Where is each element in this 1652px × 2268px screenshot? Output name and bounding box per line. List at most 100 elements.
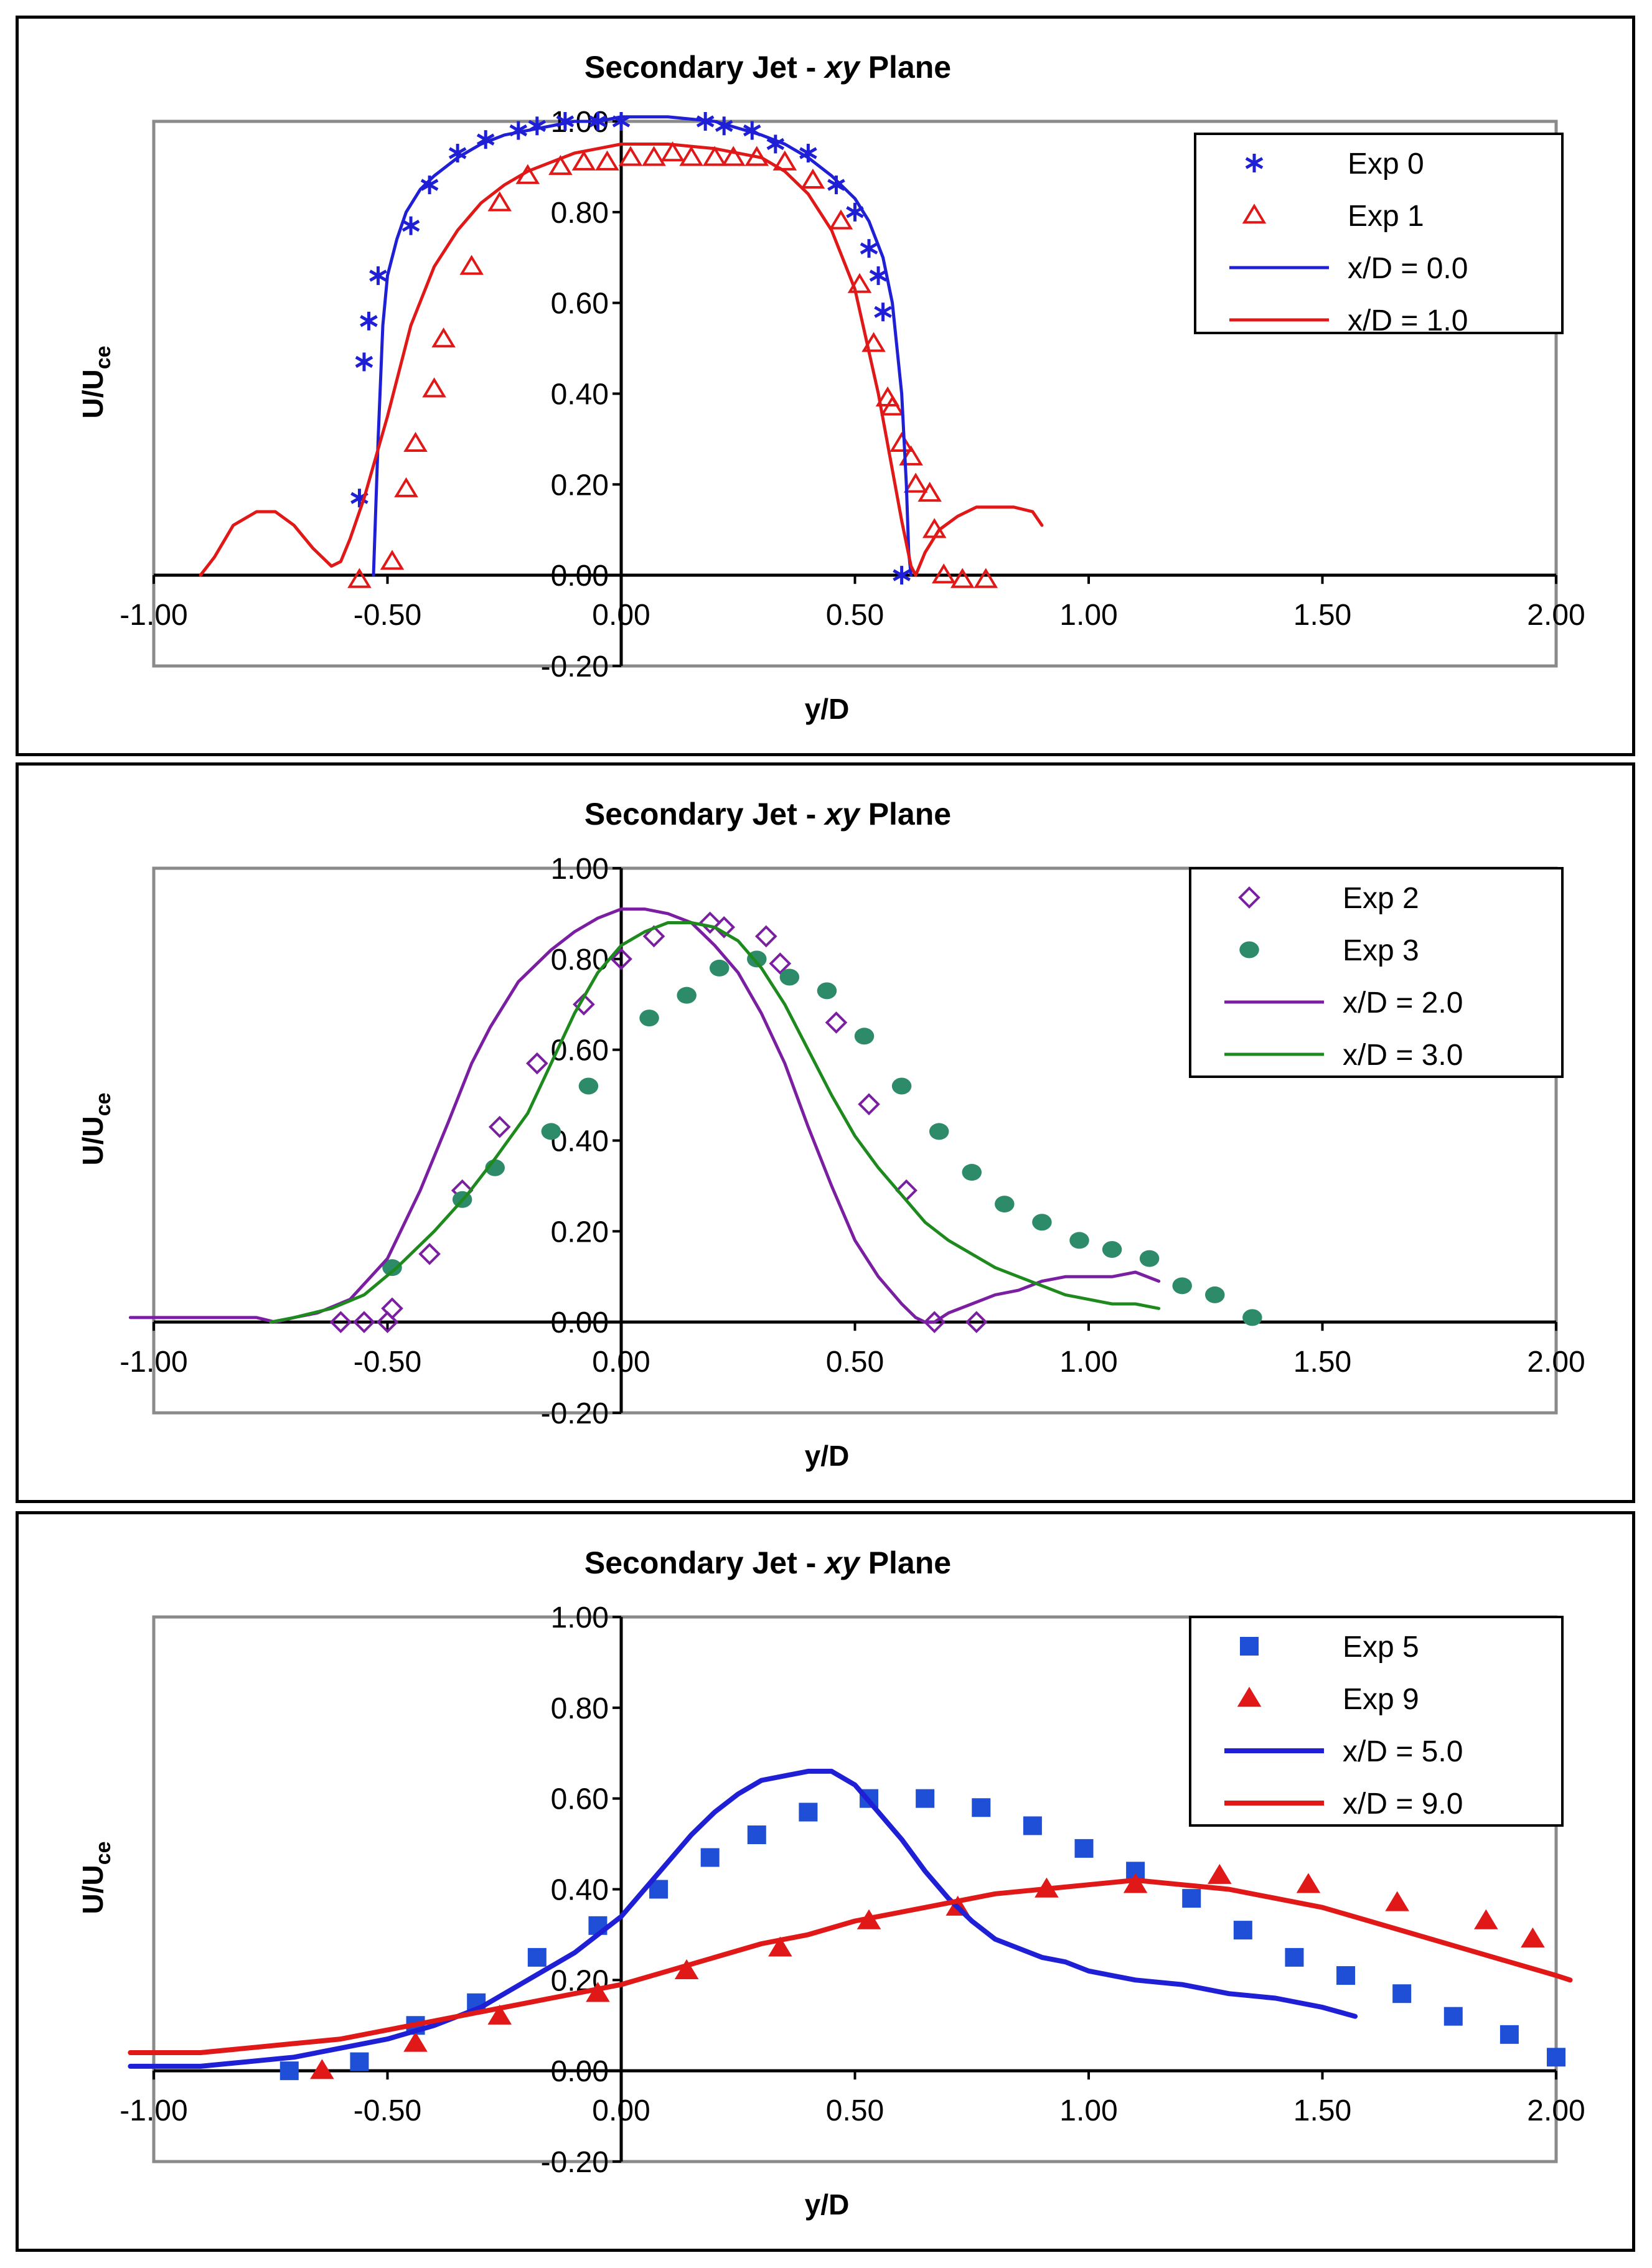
chart-title-suffix: Plane <box>860 1545 951 1580</box>
data-point <box>858 1093 880 1115</box>
data-point <box>541 1123 561 1140</box>
data-point <box>329 1311 352 1333</box>
data-point <box>800 168 825 189</box>
y-tick-label: 0.60 <box>551 1034 609 1067</box>
data-point <box>916 1789 935 1808</box>
data-point <box>487 191 512 212</box>
x-tick-label: -0.50 <box>354 599 421 632</box>
data-point <box>418 1242 441 1265</box>
x-tick-label: 0.00 <box>592 2094 650 2127</box>
data-point <box>401 216 420 235</box>
data-point <box>459 255 484 275</box>
data-point <box>1172 1277 1192 1295</box>
data-point <box>403 2031 428 2052</box>
data-point <box>931 563 956 584</box>
data-point <box>573 993 595 1016</box>
data-point <box>995 1196 1015 1213</box>
chart-svg-1: Secondary Jet - xy Plane -1.00 -0.50 0.00 0.… <box>77 50 1585 725</box>
series-x-d-5-0 <box>128 1768 1358 2069</box>
data-point <box>355 352 373 372</box>
x-tick-label: 1.00 <box>1059 599 1117 632</box>
data-point <box>642 925 665 948</box>
data-point <box>1023 1816 1042 1835</box>
series-line <box>128 1768 1358 2069</box>
data-point <box>476 130 495 149</box>
data-point <box>347 568 372 588</box>
x-axis-label: y/D <box>805 1440 850 1472</box>
legend: Exp 5 Exp 9 x/D = 5.0 x/D = 9.0 <box>1189 1616 1564 1827</box>
y-tick-label: 1.00 <box>551 1601 609 1634</box>
x-tick-label: 0.50 <box>826 1346 884 1379</box>
y-tick-label: -0.20 <box>541 1397 609 1430</box>
data-point <box>1385 1891 1409 1911</box>
y-axis-label: U/Uce <box>77 1841 115 1914</box>
legend: Exp 0 Exp 1 x/D = 0.0 x/D = 1.0 <box>1194 133 1564 337</box>
data-point <box>962 1164 982 1181</box>
chart-title-prefix: Secondary Jet - <box>584 797 825 832</box>
data-point <box>709 959 730 977</box>
data-point <box>350 2052 369 2071</box>
legend-label: Exp 0 <box>1348 148 1424 180</box>
legend-box <box>1189 867 1564 1078</box>
chart-title: Secondary Jet - xy Plane <box>584 50 951 85</box>
y-tick-label: -0.20 <box>541 2146 609 2179</box>
legend-label: x/D = 5.0 <box>1343 1735 1463 1768</box>
x-tick-label: -1.00 <box>120 2094 187 2127</box>
y-tick-label: 0.60 <box>551 1783 609 1816</box>
data-point <box>639 1010 659 1027</box>
y-tick-label: 0.20 <box>551 469 609 502</box>
data-point <box>528 116 547 136</box>
data-point <box>965 1311 988 1333</box>
x-tick-label: 1.50 <box>1293 599 1351 632</box>
data-point <box>527 1947 547 1967</box>
x-tick-label: 2.00 <box>1527 2094 1585 2127</box>
series-exp-9 <box>310 1863 1545 2079</box>
series-exp-5 <box>279 1789 1565 2081</box>
chart-svg-3: Secondary Jet - xy Plane -1.00 -0.50 0.00 0.… <box>77 1545 1585 2221</box>
data-point <box>1285 1947 1304 1967</box>
data-point <box>1069 1232 1089 1249</box>
data-point <box>376 1311 399 1333</box>
data-point <box>310 2059 334 2079</box>
legend-marker <box>1242 204 1267 224</box>
x-tick-label: 2.00 <box>1527 1346 1585 1379</box>
legend-label: Exp 2 <box>1343 882 1419 915</box>
series-x-d-2-0 <box>128 907 1161 1324</box>
data-point <box>674 1959 699 1979</box>
y-tick-label: 0.40 <box>551 1874 609 1907</box>
data-point <box>1139 1250 1160 1267</box>
y-axis-label-main: U/U <box>77 369 109 418</box>
data-point <box>1521 1927 1545 1947</box>
x-tick-label: 0.50 <box>826 599 884 632</box>
x-axis-label: y/D <box>805 2188 850 2221</box>
data-point <box>1207 1863 1232 1884</box>
legend-label: Exp 9 <box>1343 1683 1419 1716</box>
data-point <box>488 1115 511 1138</box>
data-point <box>487 2004 512 2025</box>
plot-area-frame <box>152 866 1558 1415</box>
data-point <box>618 146 643 166</box>
y-axis-label-sub: ce <box>92 1841 115 1865</box>
data-point <box>610 948 632 970</box>
x-tick-label: -0.50 <box>354 1346 421 1379</box>
chart-title-italic: xy <box>823 797 861 832</box>
chart-panel-3: Secondary Jet - xy Plane -1.00 -0.50 0.00 0.… <box>16 1511 1635 2252</box>
data-point <box>918 482 942 502</box>
data-point <box>1499 2025 1519 2044</box>
legend-label: x/D = 0.0 <box>1348 252 1468 285</box>
data-point <box>698 911 721 934</box>
y-tick-label: 0.80 <box>551 1692 609 1725</box>
x-tick-label: 0.00 <box>592 599 650 632</box>
legend-marker <box>1245 154 1264 172</box>
x-tick-label: 0.00 <box>592 1346 650 1379</box>
data-point <box>369 266 387 285</box>
legend-label: x/D = 2.0 <box>1343 986 1463 1019</box>
y-axis-label: U/Uce <box>77 1092 115 1165</box>
data-point <box>1296 1873 1321 1893</box>
chart-title: Secondary Jet - xy Plane <box>584 797 951 832</box>
data-point <box>1205 1286 1225 1303</box>
y-axis-label: U/Uce <box>77 345 115 418</box>
y-tick-label: 1.00 <box>551 853 609 886</box>
data-point <box>1336 1966 1356 1985</box>
legend-label: Exp 3 <box>1343 934 1419 967</box>
